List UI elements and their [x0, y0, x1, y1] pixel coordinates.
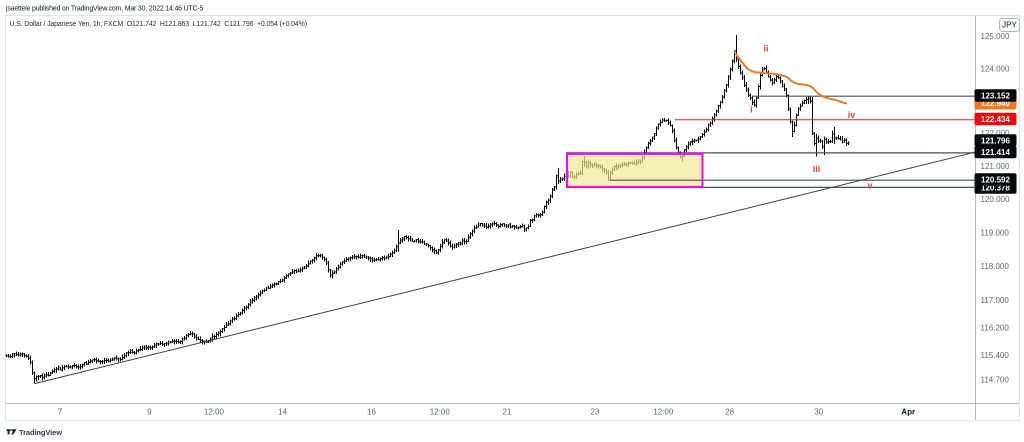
svg-text:U.S. Dollar / Japanese Yen, 1h: U.S. Dollar / Japanese Yen, 1h, FXCM O12…: [10, 21, 307, 28]
svg-text:ii: ii: [763, 44, 768, 54]
svg-text:9: 9: [147, 407, 152, 416]
svg-text:12:00: 12:00: [204, 407, 225, 416]
svg-text:TradingView: TradingView: [19, 428, 62, 437]
svg-text:122.434: 122.434: [981, 115, 1010, 124]
svg-text:120.592: 120.592: [981, 176, 1010, 185]
svg-text:12:00: 12:00: [653, 407, 674, 416]
svg-text:JPY: JPY: [1002, 21, 1017, 30]
svg-text:iii: iii: [813, 164, 821, 174]
svg-text:125.000: 125.000: [981, 32, 1010, 41]
svg-text:123.152: 123.152: [981, 91, 1010, 100]
svg-text:120.000: 120.000: [981, 195, 1010, 204]
svg-text:21: 21: [503, 407, 512, 416]
svg-text:Apr: Apr: [901, 407, 915, 416]
svg-text:118.000: 118.000: [981, 262, 1010, 271]
svg-text:30: 30: [814, 407, 823, 416]
svg-text:114.700: 114.700: [981, 375, 1010, 384]
svg-text:121.000: 121.000: [981, 162, 1010, 171]
svg-text:121.414: 121.414: [981, 148, 1010, 157]
svg-text:i: i: [750, 105, 753, 115]
svg-text:28: 28: [725, 407, 734, 416]
svg-text:23: 23: [590, 407, 599, 416]
svg-text:122.000: 122.000: [981, 129, 1010, 138]
svg-text:115.400: 115.400: [981, 351, 1010, 360]
svg-text:v: v: [867, 181, 872, 191]
svg-text:12:00: 12:00: [430, 407, 451, 416]
svg-text:16: 16: [367, 407, 376, 416]
svg-text:121.796: 121.796: [981, 136, 1010, 145]
svg-text:117.000: 117.000: [981, 296, 1010, 305]
svg-text:7: 7: [58, 407, 63, 416]
svg-text:124.000: 124.000: [981, 64, 1010, 73]
svg-text:122.940: 122.940: [981, 99, 1010, 108]
svg-text:iv: iv: [848, 110, 856, 120]
svg-text:116.200: 116.200: [981, 324, 1010, 333]
svg-text:119.000: 119.000: [981, 229, 1010, 238]
svg-text:120.378: 120.378: [981, 184, 1010, 193]
svg-text:jsaettele published on Trading: jsaettele published on TradingView.com, …: [5, 6, 204, 13]
svg-text:14: 14: [278, 407, 287, 416]
